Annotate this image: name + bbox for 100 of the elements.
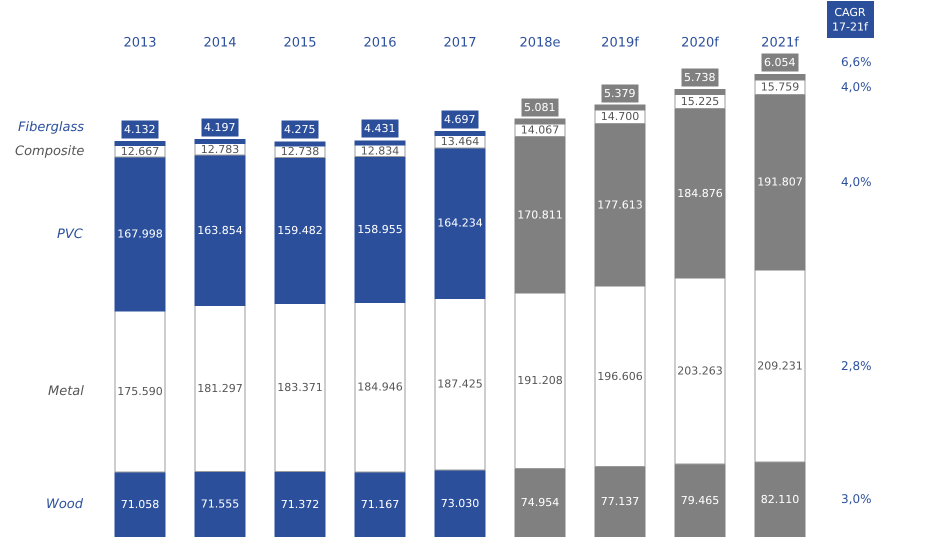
bar: [754, 74, 806, 80]
bar: [274, 471, 326, 537]
data-label: 159.482: [277, 224, 323, 238]
data-label: 191.807: [757, 176, 803, 189]
bar: [194, 470, 246, 537]
data-label: 203.263: [677, 364, 723, 378]
bar: [754, 94, 806, 271]
data-label: 5.081: [524, 101, 556, 114]
bar: [434, 147, 486, 299]
x-tick-label: 2015: [283, 35, 317, 50]
data-label: 187.425: [437, 378, 483, 391]
bar: [754, 270, 806, 462]
data-label: 74.954: [520, 496, 560, 510]
text: Wood: [46, 497, 84, 512]
x-tick-label: 2021f: [761, 35, 800, 50]
bar: [274, 303, 326, 472]
bar: [354, 302, 406, 472]
x-tick-label: 2019f: [601, 35, 640, 50]
data-label: 4.275: [284, 123, 316, 136]
text: Fiberglass: [18, 120, 84, 135]
bar: [114, 471, 166, 537]
data-label: 163.854: [197, 224, 243, 237]
bar: [754, 461, 806, 537]
x-tick-label: 2017: [443, 35, 477, 50]
bar: [114, 156, 166, 312]
bar: [194, 154, 246, 306]
bar: [674, 108, 726, 278]
data-label: 4.431: [364, 122, 396, 135]
data-label: 14.700: [600, 110, 640, 124]
data-label: 12.783: [200, 142, 240, 156]
bar: [674, 88, 726, 96]
text: CAGR 17-21f: [832, 6, 869, 34]
data-label: 71.372: [280, 498, 320, 511]
data-label: 13.464: [440, 135, 480, 148]
data-label: 191.208: [517, 374, 563, 388]
bar: [434, 470, 486, 537]
data-label: 5.379: [604, 87, 636, 100]
text: Composite: [15, 144, 84, 159]
data-label: 167.998: [117, 228, 163, 241]
bar: [354, 471, 406, 537]
data-label: 12.834: [360, 144, 400, 158]
data-label: 170.811: [517, 208, 563, 222]
bar: [434, 130, 486, 136]
bar: [594, 466, 646, 537]
bar: [594, 286, 646, 467]
text: 4,0%: [841, 80, 872, 94]
data-label: 5.738: [684, 71, 716, 84]
bar: [194, 304, 246, 472]
text: 2,8%: [841, 359, 872, 373]
bar: [274, 141, 326, 146]
bar: [114, 141, 166, 146]
data-label: 14.067: [520, 124, 560, 137]
data-label: 158.955: [357, 223, 403, 236]
text: 4,0%: [841, 175, 872, 189]
bar: [354, 156, 406, 303]
data-label: 77.137: [600, 495, 640, 508]
data-label: 73.030: [440, 497, 480, 510]
bar: [514, 118, 566, 124]
data-label: 183.371: [277, 381, 323, 394]
data-label: 15.759: [760, 80, 800, 94]
data-label: 4.697: [444, 113, 476, 126]
data-label: 196.606: [597, 370, 643, 383]
bar: [514, 136, 566, 294]
x-tick-label: 2013: [123, 35, 157, 50]
data-label: 209.231: [757, 359, 803, 372]
data-label: 184.876: [677, 186, 723, 200]
data-label: 15.225: [680, 95, 720, 108]
x-tick-label: 2020f: [681, 35, 720, 50]
bar: [594, 104, 646, 110]
text: PVC: [57, 227, 84, 242]
data-label: 184.946: [357, 380, 403, 394]
x-tick-label: 2018e: [519, 35, 561, 50]
data-label: 71.058: [120, 498, 160, 511]
bar: [274, 156, 326, 304]
bar: [514, 468, 566, 537]
text: 3,0%: [841, 492, 872, 506]
data-label: 4.197: [204, 121, 236, 134]
bar: [514, 292, 566, 469]
x-tick-label: 2016: [363, 35, 397, 50]
data-label: 12.738: [280, 145, 320, 158]
data-label: 79.465: [680, 494, 720, 508]
data-label: 177.613: [597, 198, 643, 212]
data-label: 6.054: [764, 56, 796, 69]
data-label: 181.297: [197, 382, 243, 395]
bar: [674, 464, 726, 537]
data-label: 12.667: [120, 144, 160, 158]
bar: [594, 122, 646, 287]
x-tick-label: 2014: [203, 35, 237, 50]
data-label: 71.555: [200, 498, 240, 511]
data-label: 71.167: [360, 498, 400, 511]
text: 6,6%: [841, 55, 872, 69]
bar: [434, 298, 486, 471]
data-label: 164.234: [437, 216, 483, 230]
text: Metal: [48, 384, 84, 399]
bar: [354, 140, 406, 146]
data-label: 175.590: [117, 384, 163, 398]
bar: [674, 277, 726, 465]
data-label: 82.110: [760, 492, 800, 506]
data-label: 4.132: [124, 123, 156, 136]
bar: [114, 310, 166, 472]
